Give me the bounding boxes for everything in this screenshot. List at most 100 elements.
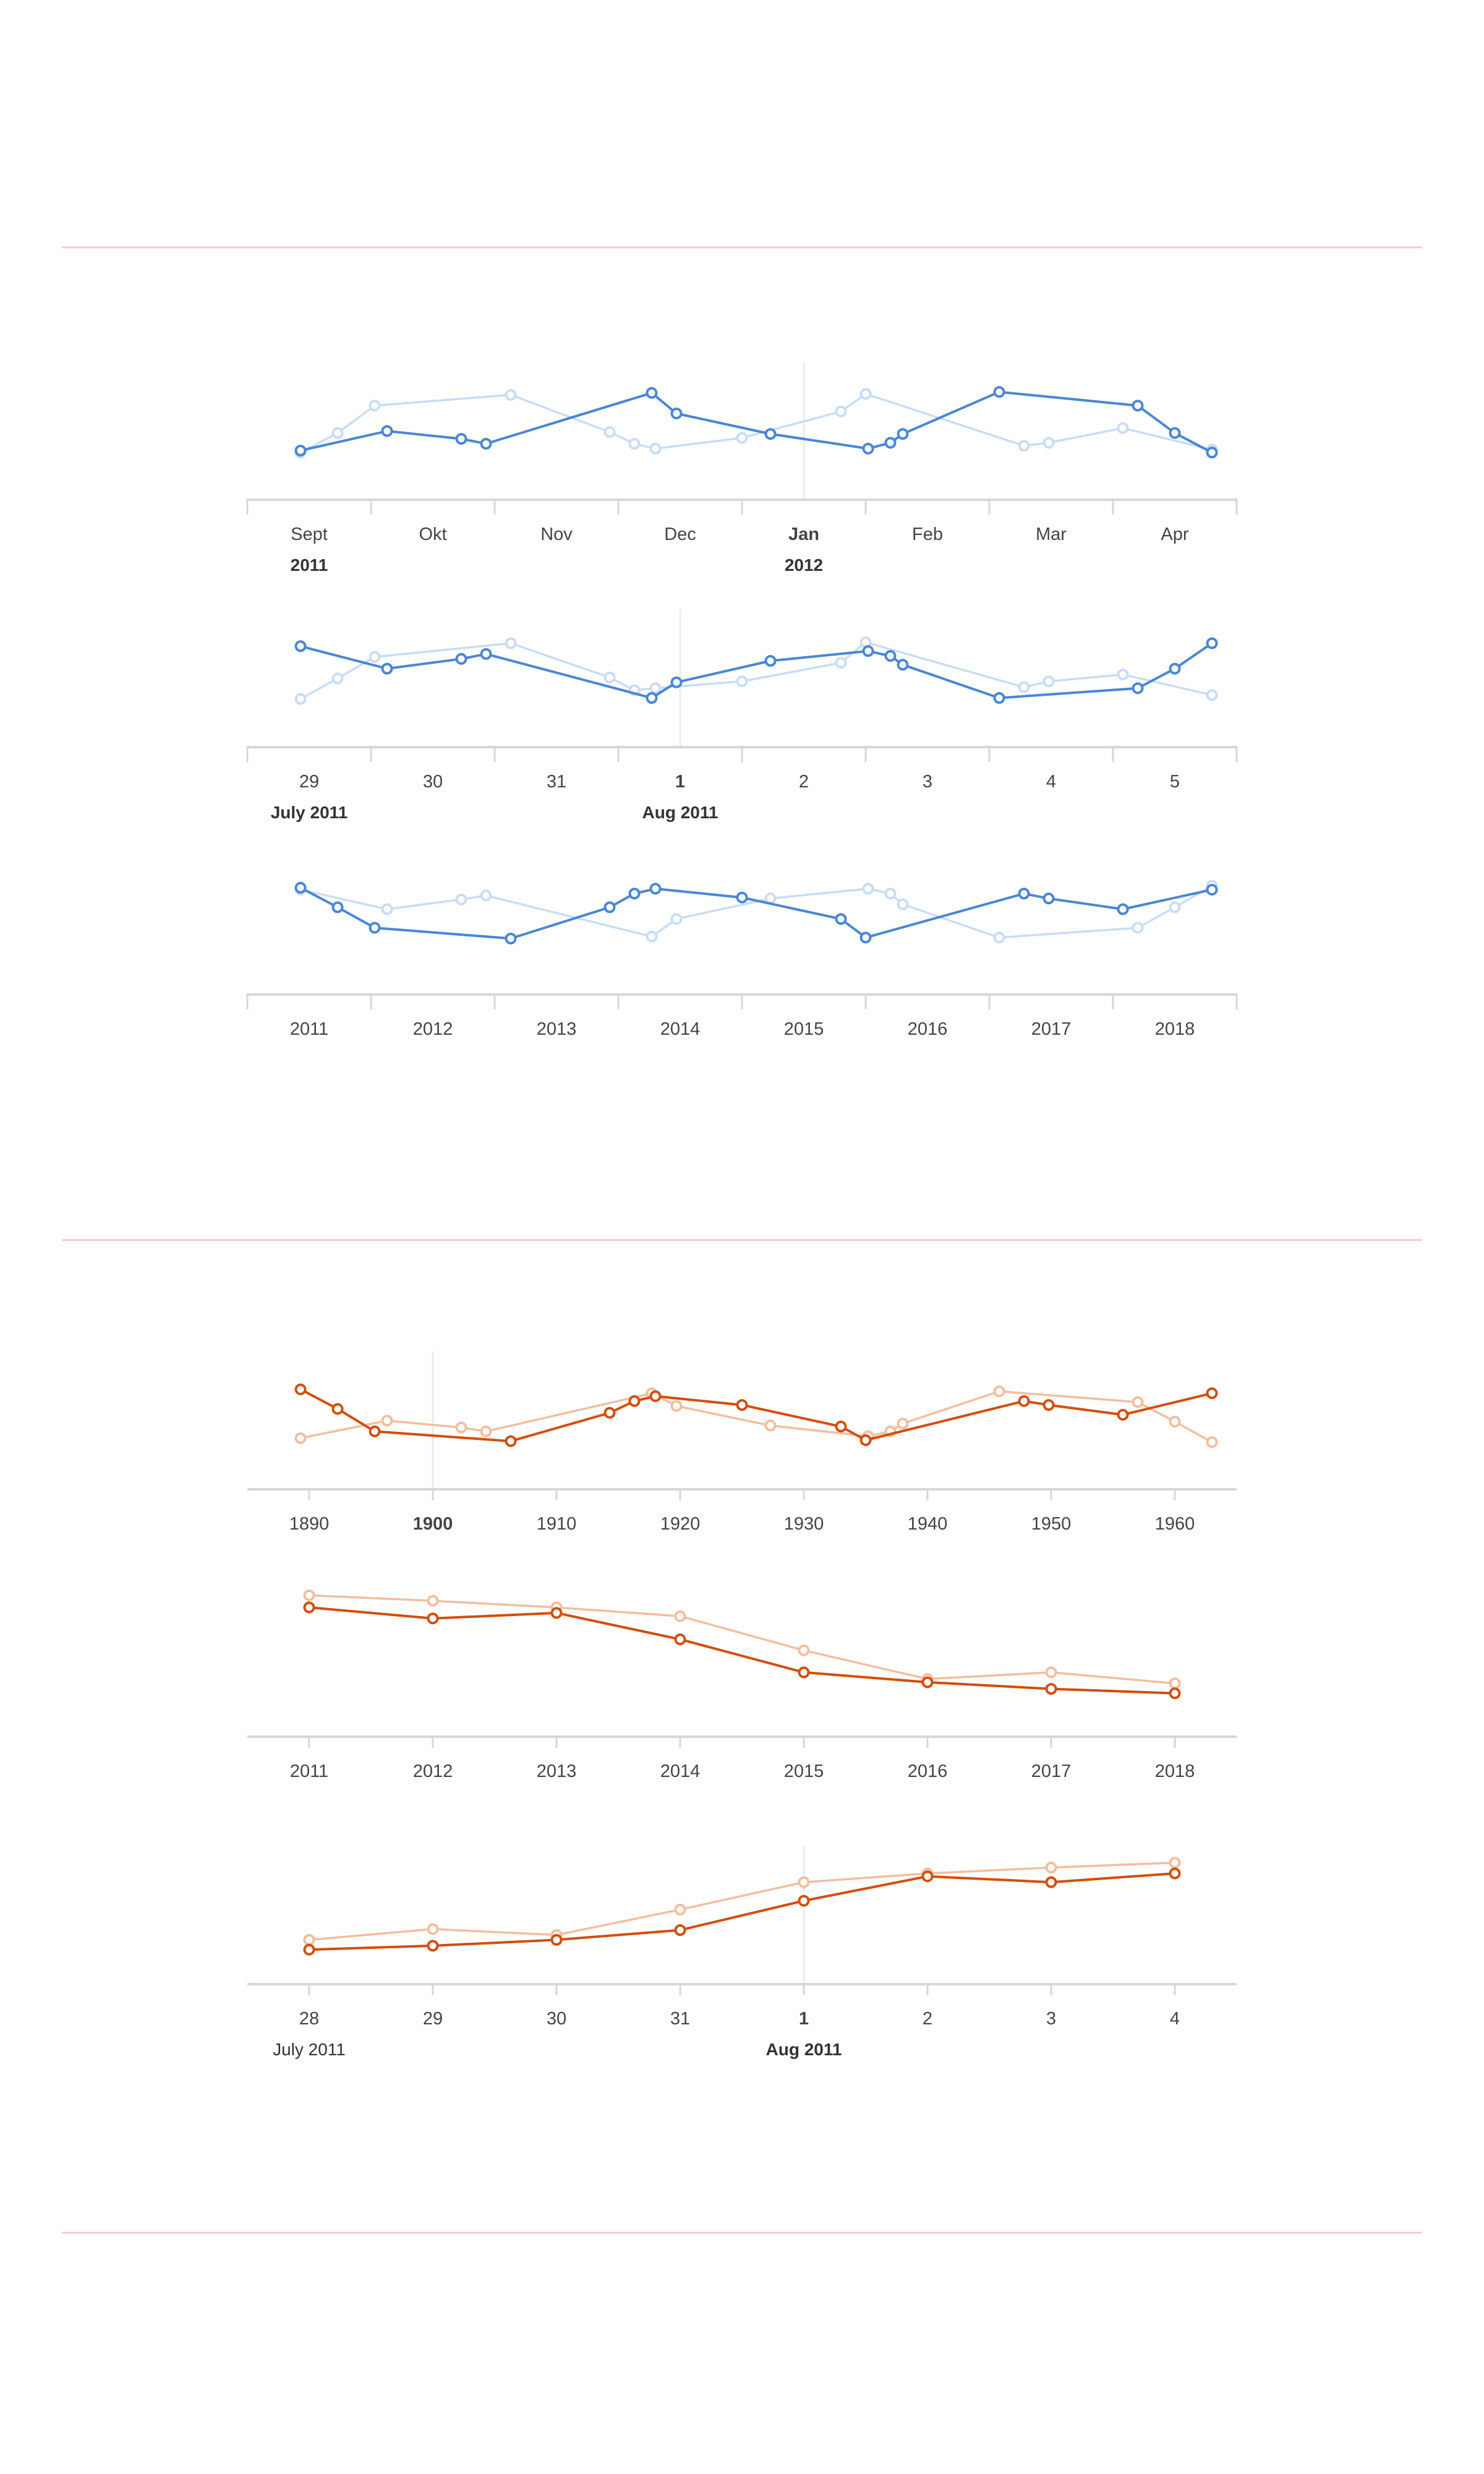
data-point <box>505 932 517 944</box>
x-group-label: Aug 2011 <box>642 803 719 822</box>
data-point <box>1018 681 1030 693</box>
data-point <box>1169 1677 1181 1690</box>
data-point <box>835 657 847 669</box>
data-point <box>835 405 847 417</box>
chart-3: 2011 2012 2013 2014 2015 2016 2017 2018 <box>246 880 1238 1039</box>
series-main <box>303 1601 1181 1700</box>
data-point <box>1206 1436 1218 1449</box>
x-tick-label: 2013 <box>537 1019 577 1039</box>
chart-1: Sept Okt Nov Dec Jan Feb Mar Apr 2011 2012 <box>246 362 1238 575</box>
series-faint <box>303 1857 1181 1946</box>
x-tick-label: 2016 <box>908 1019 948 1039</box>
data-point <box>1117 903 1129 915</box>
data-point <box>369 1425 381 1437</box>
x-tick-label: 2018 <box>1155 1019 1195 1039</box>
series-line <box>309 1606 1175 1695</box>
data-point <box>649 682 662 695</box>
data-point <box>1117 422 1129 434</box>
x-tick-label: 2011 <box>290 1019 328 1039</box>
data-point <box>427 1940 439 1952</box>
data-point <box>331 1403 344 1415</box>
chart-2: 29 30 31 1 2 3 4 5 July 2011 Aug 2011 <box>246 609 1238 822</box>
x-tick-label: Sept <box>291 524 328 544</box>
data-point <box>897 428 909 440</box>
x-tick-label: 2014 <box>660 1761 701 1781</box>
x-tick-label: 2 <box>923 2009 932 2029</box>
x-group-label: July 2011 <box>271 803 348 822</box>
data-point <box>628 1395 641 1407</box>
data-point <box>859 931 872 944</box>
data-point <box>294 1432 307 1444</box>
x-tick-label: 31 <box>670 2009 690 2029</box>
data-point <box>646 387 658 399</box>
data-point <box>603 426 616 438</box>
data-point <box>427 1594 439 1607</box>
data-point <box>884 650 897 662</box>
data-point <box>674 1903 686 1915</box>
data-point <box>1169 1867 1181 1880</box>
x-tick-label: Okt <box>419 524 446 544</box>
x-tick-label: 1910 <box>537 1514 577 1534</box>
data-point <box>674 1633 686 1646</box>
data-point <box>294 1383 307 1395</box>
x-tick-label: Jan <box>788 524 819 544</box>
data-point <box>993 386 1005 398</box>
x-tick-label: 2 <box>799 772 809 792</box>
data-point <box>798 1644 810 1656</box>
x-tick-label: Mar <box>1036 524 1067 544</box>
x-tick-label: 29 <box>299 772 319 792</box>
data-point <box>670 407 683 419</box>
data-point <box>303 1943 315 1956</box>
data-point <box>369 651 381 663</box>
data-point <box>859 388 872 400</box>
data-point <box>1018 1395 1030 1407</box>
data-point <box>603 901 616 914</box>
data-point <box>646 692 658 704</box>
x-tick-label: 3 <box>1046 2009 1056 2029</box>
data-point <box>603 671 616 683</box>
x-group-label: 2011 <box>291 555 328 575</box>
data-point <box>670 913 683 925</box>
data-point <box>1206 637 1218 649</box>
data-point <box>862 883 874 895</box>
x-tick-label: 31 <box>547 772 566 792</box>
data-point <box>455 893 467 905</box>
data-point <box>550 1607 563 1619</box>
data-point <box>993 692 1005 704</box>
data-point <box>884 437 897 449</box>
x-tick-label: 2017 <box>1031 1761 1072 1781</box>
data-point <box>1132 682 1144 695</box>
data-point <box>649 883 662 895</box>
data-point <box>427 1923 439 1935</box>
data-point <box>649 1390 662 1402</box>
data-point <box>674 1610 686 1622</box>
data-point <box>921 1676 934 1689</box>
x-tick-label: 2015 <box>784 1019 824 1039</box>
data-point <box>649 442 662 455</box>
data-point <box>884 888 897 900</box>
x-tick-label: 2016 <box>908 1761 948 1781</box>
data-point <box>303 1601 315 1614</box>
data-point <box>1169 427 1181 439</box>
data-point <box>1206 1387 1218 1400</box>
data-point <box>921 1870 934 1883</box>
data-point <box>369 400 381 412</box>
x-tick-label: 1890 <box>289 1514 330 1534</box>
x-tick-label: Apr <box>1161 524 1188 544</box>
data-point <box>331 427 344 439</box>
data-point <box>550 1933 563 1946</box>
x-tick-label: 2011 <box>290 1761 328 1781</box>
chart-4: 1890 1900 1910 1920 1930 1940 1950 1960 <box>247 1351 1237 1534</box>
x-tick-label: 28 <box>299 2009 319 2029</box>
data-point <box>480 437 492 450</box>
data-point <box>862 645 874 657</box>
x-tick-label: 2018 <box>1155 1761 1195 1781</box>
x-tick-label: 1900 <box>413 1514 453 1534</box>
data-point <box>1206 447 1218 459</box>
data-point <box>1206 689 1218 701</box>
data-point <box>670 1400 683 1412</box>
data-point <box>670 676 683 688</box>
data-point <box>835 913 847 925</box>
x-tick-label: 30 <box>547 2009 566 2029</box>
